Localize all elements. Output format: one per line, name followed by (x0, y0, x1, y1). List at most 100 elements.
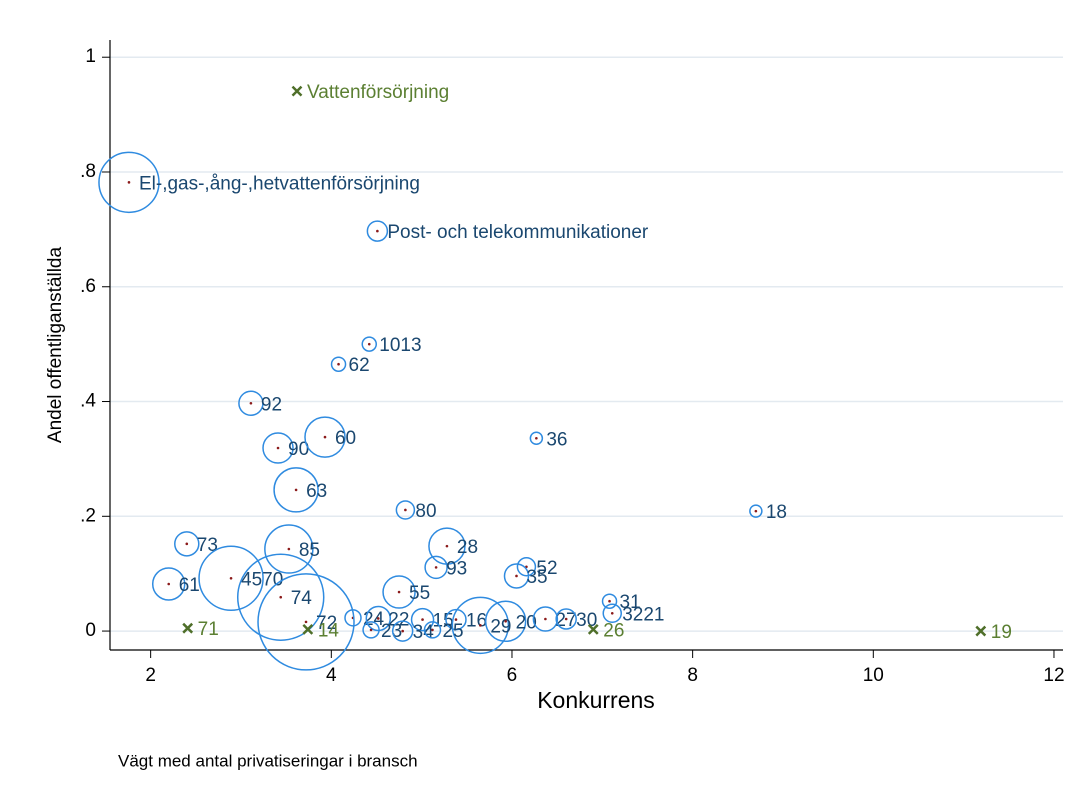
point-label: 72 (316, 613, 337, 634)
bubble-center (434, 566, 438, 569)
x-tick-label: 8 (687, 665, 698, 686)
y-tick-label: 1 (85, 46, 96, 67)
point-label: 30 (576, 610, 597, 631)
point-label: 1013 (379, 335, 421, 356)
bubble-center (754, 509, 758, 513)
bubble (151, 567, 186, 601)
bubble (529, 431, 544, 446)
bubble-center (376, 229, 379, 233)
bubble-center (229, 576, 233, 580)
x-tick-label: 2 (145, 665, 156, 686)
x-marker (587, 623, 599, 635)
point-label: 4570 (241, 569, 283, 590)
point-label: 74 (291, 588, 313, 609)
point-label: 62 (349, 355, 370, 376)
note: Vägt med antal privatiseringar i bransch (118, 751, 418, 770)
bubble (410, 607, 435, 632)
point-label: 14 (318, 620, 340, 641)
point-label: 23 (381, 621, 402, 642)
bubble (382, 575, 416, 609)
bubble (257, 573, 355, 671)
point-label: 73 (197, 535, 218, 556)
point-label: 28 (457, 537, 478, 558)
point-label: 34 (413, 622, 435, 643)
point-label: 55 (409, 583, 430, 604)
point-label: 52 (536, 558, 557, 579)
bubble (366, 220, 389, 242)
bubble (236, 553, 325, 641)
bubble-center (401, 629, 404, 633)
point-label: 29 (490, 616, 511, 637)
point-label: 71 (198, 619, 219, 640)
bubble-center (454, 618, 458, 621)
bubble-center (610, 611, 614, 615)
point-label: 22 (388, 609, 409, 630)
bubble (362, 621, 380, 639)
bubble (424, 555, 448, 580)
bubble-center (367, 342, 371, 346)
bubble-center (479, 624, 482, 627)
point-label: 3221 (622, 604, 664, 625)
bubble-center (304, 620, 308, 624)
bubble-center (279, 595, 283, 599)
point-label: 92 (261, 394, 282, 415)
y-axis-label: Andel offentliganställda (45, 247, 66, 444)
point-label: 25 (442, 621, 463, 642)
bubble (174, 531, 200, 557)
bubble (98, 151, 160, 214)
bubble (602, 603, 622, 624)
bubble-center (608, 599, 611, 603)
point-label: Vattenförsörjning (307, 82, 449, 103)
x-tick-label: 6 (507, 665, 518, 686)
bubble (330, 356, 347, 372)
bubble-center (445, 544, 449, 548)
x-marker (975, 625, 987, 637)
point-label: 26 (603, 620, 624, 641)
bubble (516, 557, 537, 577)
bubble-center (369, 628, 373, 632)
bubble (273, 467, 319, 513)
point-label: 35 (526, 567, 547, 588)
point-label: 93 (446, 558, 467, 579)
bubble (391, 620, 414, 642)
bubble-center (276, 446, 280, 450)
bubble (555, 608, 577, 630)
bubble-center (376, 617, 380, 620)
x-marker (302, 623, 314, 635)
bubble-center (515, 574, 518, 578)
bubble (484, 600, 527, 643)
bubble (395, 500, 416, 520)
x-tick-label: 4 (326, 665, 337, 686)
bubble (262, 432, 294, 464)
x-marker (291, 85, 303, 97)
bubble (423, 621, 442, 639)
bubble (304, 416, 346, 458)
point-label: El-,gas-,ång-,hetvattenförsörjning (139, 173, 420, 194)
bubble (361, 336, 378, 352)
bubble (238, 390, 264, 416)
point-label: 16 (466, 611, 487, 632)
bubble (601, 593, 618, 609)
point-label: 63 (306, 481, 327, 502)
bubble-center (431, 628, 434, 632)
bubble-center (185, 542, 189, 546)
bubble (198, 545, 264, 612)
y-tick-label: .2 (80, 505, 96, 526)
point-label: 19 (991, 622, 1012, 643)
x-axis-label: Konkurrens (537, 687, 655, 713)
point-label: 61 (179, 575, 200, 596)
bubble-center (323, 435, 327, 439)
bubble-center (397, 590, 401, 594)
point-label: 31 (620, 592, 641, 613)
bubble-center (535, 436, 538, 440)
bubble (503, 563, 530, 589)
bubble-center (167, 582, 171, 586)
y-tick-label: .6 (80, 276, 96, 297)
bubble-center (504, 620, 507, 623)
x-tick-label: 10 (863, 665, 884, 686)
point-label: 80 (415, 501, 436, 522)
bubble (445, 608, 467, 631)
point-label: 90 (288, 439, 309, 460)
point-label: 18 (766, 502, 787, 523)
